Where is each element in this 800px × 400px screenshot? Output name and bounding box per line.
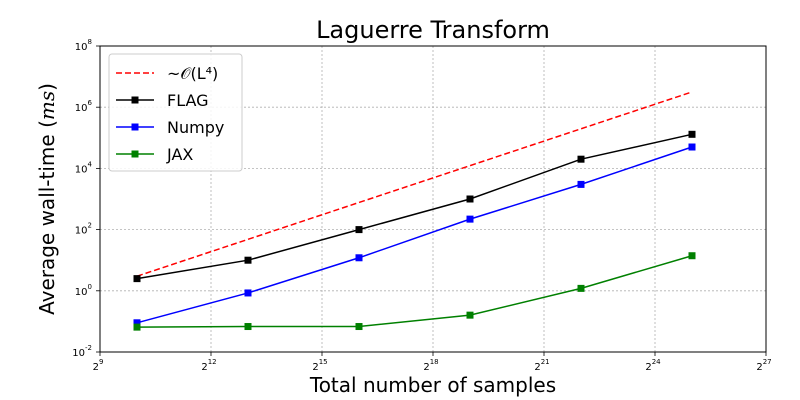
series-line-flag: [136, 133, 693, 280]
y-tick-label: 100: [75, 283, 92, 298]
y-tick-label: 10-2: [72, 344, 92, 359]
data-point: [688, 252, 696, 260]
data-point: [355, 226, 363, 234]
data-point: [133, 319, 141, 327]
data-point: [355, 254, 363, 262]
x-tick-label: 29: [93, 358, 104, 373]
data-point: [466, 195, 474, 203]
legend-marker: [131, 96, 139, 104]
legend-label: ~𝒪(L⁴): [167, 64, 218, 83]
data-point: [244, 256, 252, 264]
x-axis-label: Total number of samples: [309, 373, 556, 397]
series-line-jax: [136, 255, 693, 328]
y-tick-label: 104: [75, 160, 93, 175]
data-point: [466, 311, 474, 319]
y-axis-label: Average wall-time (ms): [35, 83, 59, 315]
series-layer: [133, 91, 696, 331]
y-tick-label: 108: [75, 38, 92, 53]
legend-label: FLAG: [167, 91, 209, 110]
data-point: [577, 155, 585, 163]
legend-marker: [131, 123, 139, 131]
legend-label: JAX: [166, 145, 193, 164]
data-point: [577, 180, 585, 188]
legend-box: [108, 53, 243, 172]
series-line-numpy: [136, 146, 693, 324]
data-point: [466, 215, 474, 223]
data-point: [133, 323, 141, 331]
data-point: [355, 323, 363, 331]
series-line--o-l-4-: [136, 91, 693, 277]
data-point: [133, 275, 141, 283]
data-point: [688, 130, 696, 138]
data-point: [688, 143, 696, 151]
legend: ~𝒪(L⁴) FLAG Numpy JAX: [108, 53, 243, 172]
data-point: [244, 289, 252, 297]
y-tick-label: 102: [75, 222, 92, 237]
data-point: [244, 323, 252, 331]
data-point: [577, 284, 585, 292]
legend-marker: [131, 150, 139, 158]
y-tick-label: 106: [75, 99, 93, 114]
legend-label: Numpy: [167, 118, 224, 137]
chart-title: Laguerre Transform: [316, 16, 550, 44]
